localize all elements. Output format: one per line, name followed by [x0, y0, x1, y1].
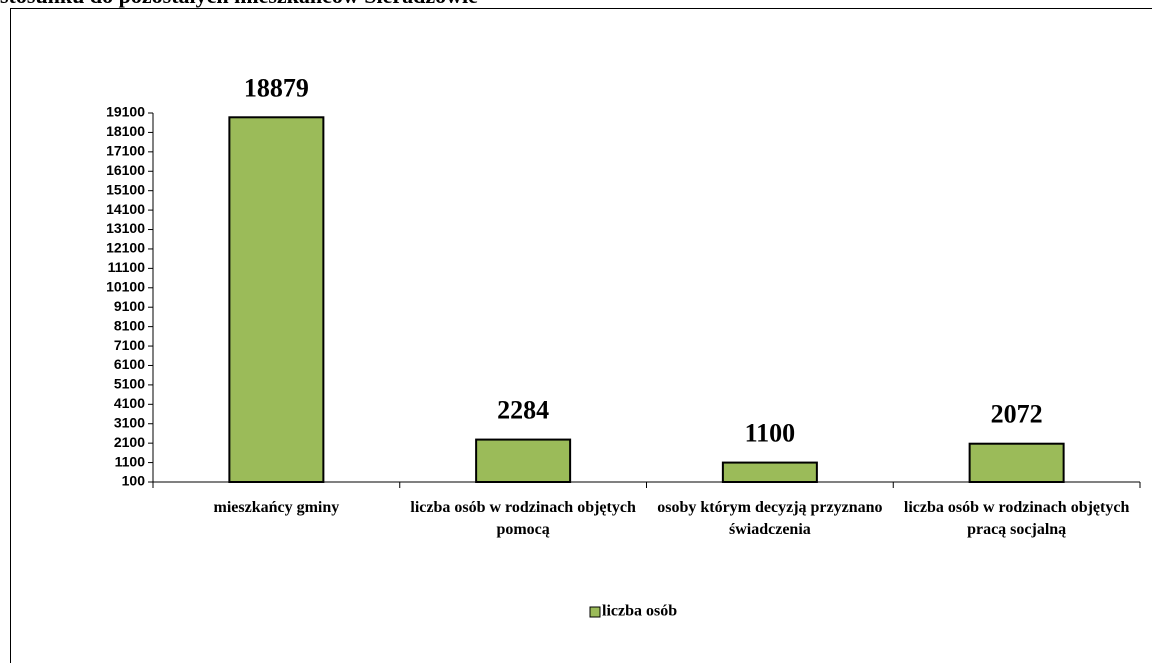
y-tick-label: 3100 [114, 414, 145, 430]
y-tick-label: 11100 [108, 259, 146, 275]
bar [475, 438, 572, 483]
bar [721, 461, 818, 484]
y-tick-label: 4100 [114, 395, 145, 411]
x-tick-label: liczba osób w rodzinach objętych pomocą [410, 499, 636, 538]
y-tick-label: 18100 [106, 123, 145, 139]
y-tick-label: 10100 [106, 278, 145, 294]
y-tick-label: 5100 [114, 376, 145, 392]
y-tick-label: 2100 [114, 434, 145, 450]
y-tick-label: 8100 [114, 317, 145, 333]
x-tick-label: osoby którym decyzją przyznano świadczen… [657, 499, 883, 538]
x-tick-label: liczba osób w rodzinach objętych pracą s… [903, 499, 1130, 538]
value-label: 2072 [991, 400, 1043, 429]
bar [968, 442, 1065, 484]
value-label: 2284 [497, 396, 549, 425]
x-tick-label: mieszkańcy gminy [213, 499, 340, 516]
y-tick-label: 9100 [114, 298, 145, 314]
y-tick-label: 7100 [114, 337, 145, 353]
y-tick-label: 16100 [106, 162, 145, 178]
chart-frame [10, 8, 1152, 663]
value-label: 1100 [745, 419, 796, 448]
legend-label: liczba osób [602, 603, 677, 620]
bar [228, 116, 325, 483]
y-tick-label: 17100 [106, 143, 145, 159]
y-tick-label: 12100 [106, 240, 145, 256]
y-tick-label: 100 [122, 473, 146, 489]
y-tick-label: 13100 [106, 220, 145, 236]
chart-title: stosunku do pozostałych mieszkańców Sier… [0, 0, 478, 8]
y-tick-label: 19100 [106, 104, 145, 120]
y-tick-label: 14100 [106, 201, 145, 217]
legend-swatch [589, 606, 601, 618]
y-tick-label: 15100 [106, 181, 145, 197]
y-tick-label: 6100 [114, 356, 145, 372]
value-label: 18879 [244, 73, 309, 102]
y-tick-label: 1100 [115, 453, 146, 469]
